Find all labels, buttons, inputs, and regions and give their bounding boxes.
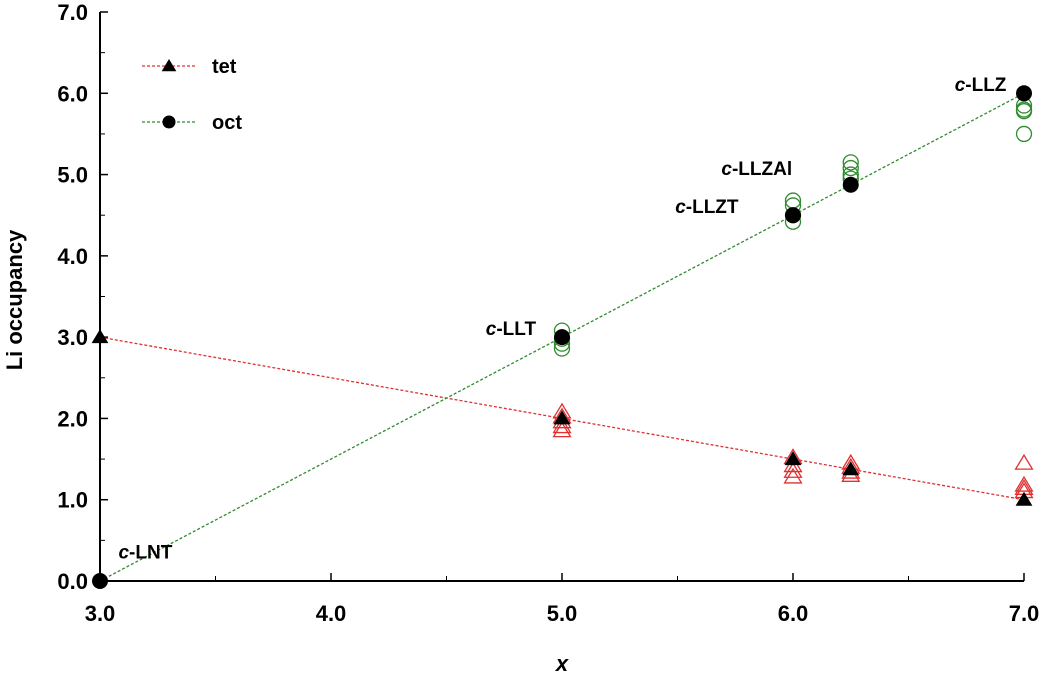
oct-ideal-point xyxy=(554,329,570,346)
annotation-prefix: c xyxy=(118,543,129,564)
x-tick-label: 4.0 xyxy=(316,601,347,626)
y-tick-label: 5.0 xyxy=(57,163,88,188)
x-tick-label: 5.0 xyxy=(547,601,578,626)
legend: tet oct xyxy=(142,56,242,134)
tet-ideal-point xyxy=(553,410,571,425)
tet-ideal-point xyxy=(784,451,802,466)
oct-ideal-point xyxy=(92,573,108,589)
annotation-text: -LLZAl xyxy=(732,159,792,180)
annotation-text: -LLT xyxy=(496,319,536,340)
annotation-prefix: c xyxy=(955,75,966,96)
x-axis-title: x xyxy=(555,651,569,676)
y-axis-title: Li occupancy xyxy=(2,229,27,370)
axes: 0.0 1.0 2.0 3.0 4.0 5.0 6.0 7.0 3.0 4.0 5.0 6.0 7.0 xyxy=(57,0,1039,626)
annotation-label: c-LLZ xyxy=(955,75,1007,96)
tet-measured-point xyxy=(1014,475,1034,492)
y-tick-label: 1.0 xyxy=(57,488,88,513)
tet-measured-point xyxy=(552,421,572,438)
tet-measured-point xyxy=(552,417,572,434)
oct-ideal-point xyxy=(785,207,801,224)
oct-ideal-point xyxy=(842,176,859,193)
tet-measured-point xyxy=(783,462,803,478)
fit-line-tet xyxy=(99,336,1025,501)
annotation-label: c-LLT xyxy=(486,319,537,340)
legend-label-oct: oct xyxy=(212,112,242,134)
oct-measured-point xyxy=(842,154,859,171)
tet-ideal-point xyxy=(1015,491,1033,506)
annotation-label: c-LLZAl xyxy=(721,159,792,180)
annotation-prefix: c xyxy=(675,197,686,218)
y-tick-label: 6.0 xyxy=(57,81,88,106)
annotation-text: -LLZ xyxy=(965,75,1007,96)
tet-measured-point xyxy=(783,467,803,484)
tet-ideal-point xyxy=(91,329,109,344)
y-tick-label: 3.0 xyxy=(57,325,88,350)
legend-marker-tet xyxy=(161,59,177,72)
tet-measured-point xyxy=(1014,453,1034,470)
annotation-text: -LLZT xyxy=(686,197,739,218)
data-points xyxy=(91,85,1034,589)
oct-measured-point xyxy=(842,159,859,177)
y-tick-label: 2.0 xyxy=(57,406,88,431)
annotation-prefix: c xyxy=(721,159,732,180)
y-tick-label: 7.0 xyxy=(57,0,88,25)
annotation-text: -LNT xyxy=(129,543,173,564)
annotation-prefix: c xyxy=(486,319,497,340)
oct-measured-point xyxy=(1015,103,1033,120)
x-tick-label: 6.0 xyxy=(778,601,809,626)
x-tick-label: 7.0 xyxy=(1009,601,1040,626)
annotation-label: c-LNT xyxy=(118,543,172,564)
y-tick-label: 0.0 xyxy=(57,569,88,594)
y-tick-label: 4.0 xyxy=(57,244,88,269)
x-tick-label: 3.0 xyxy=(85,601,116,626)
tet-ideal-point xyxy=(842,461,860,476)
annotation-label: c-LLZT xyxy=(675,197,739,218)
legend-label-tet: tet xyxy=(212,56,237,78)
legend-marker-oct xyxy=(162,115,176,129)
oct-measured-point xyxy=(1015,125,1033,143)
oct-ideal-point xyxy=(1016,85,1032,102)
